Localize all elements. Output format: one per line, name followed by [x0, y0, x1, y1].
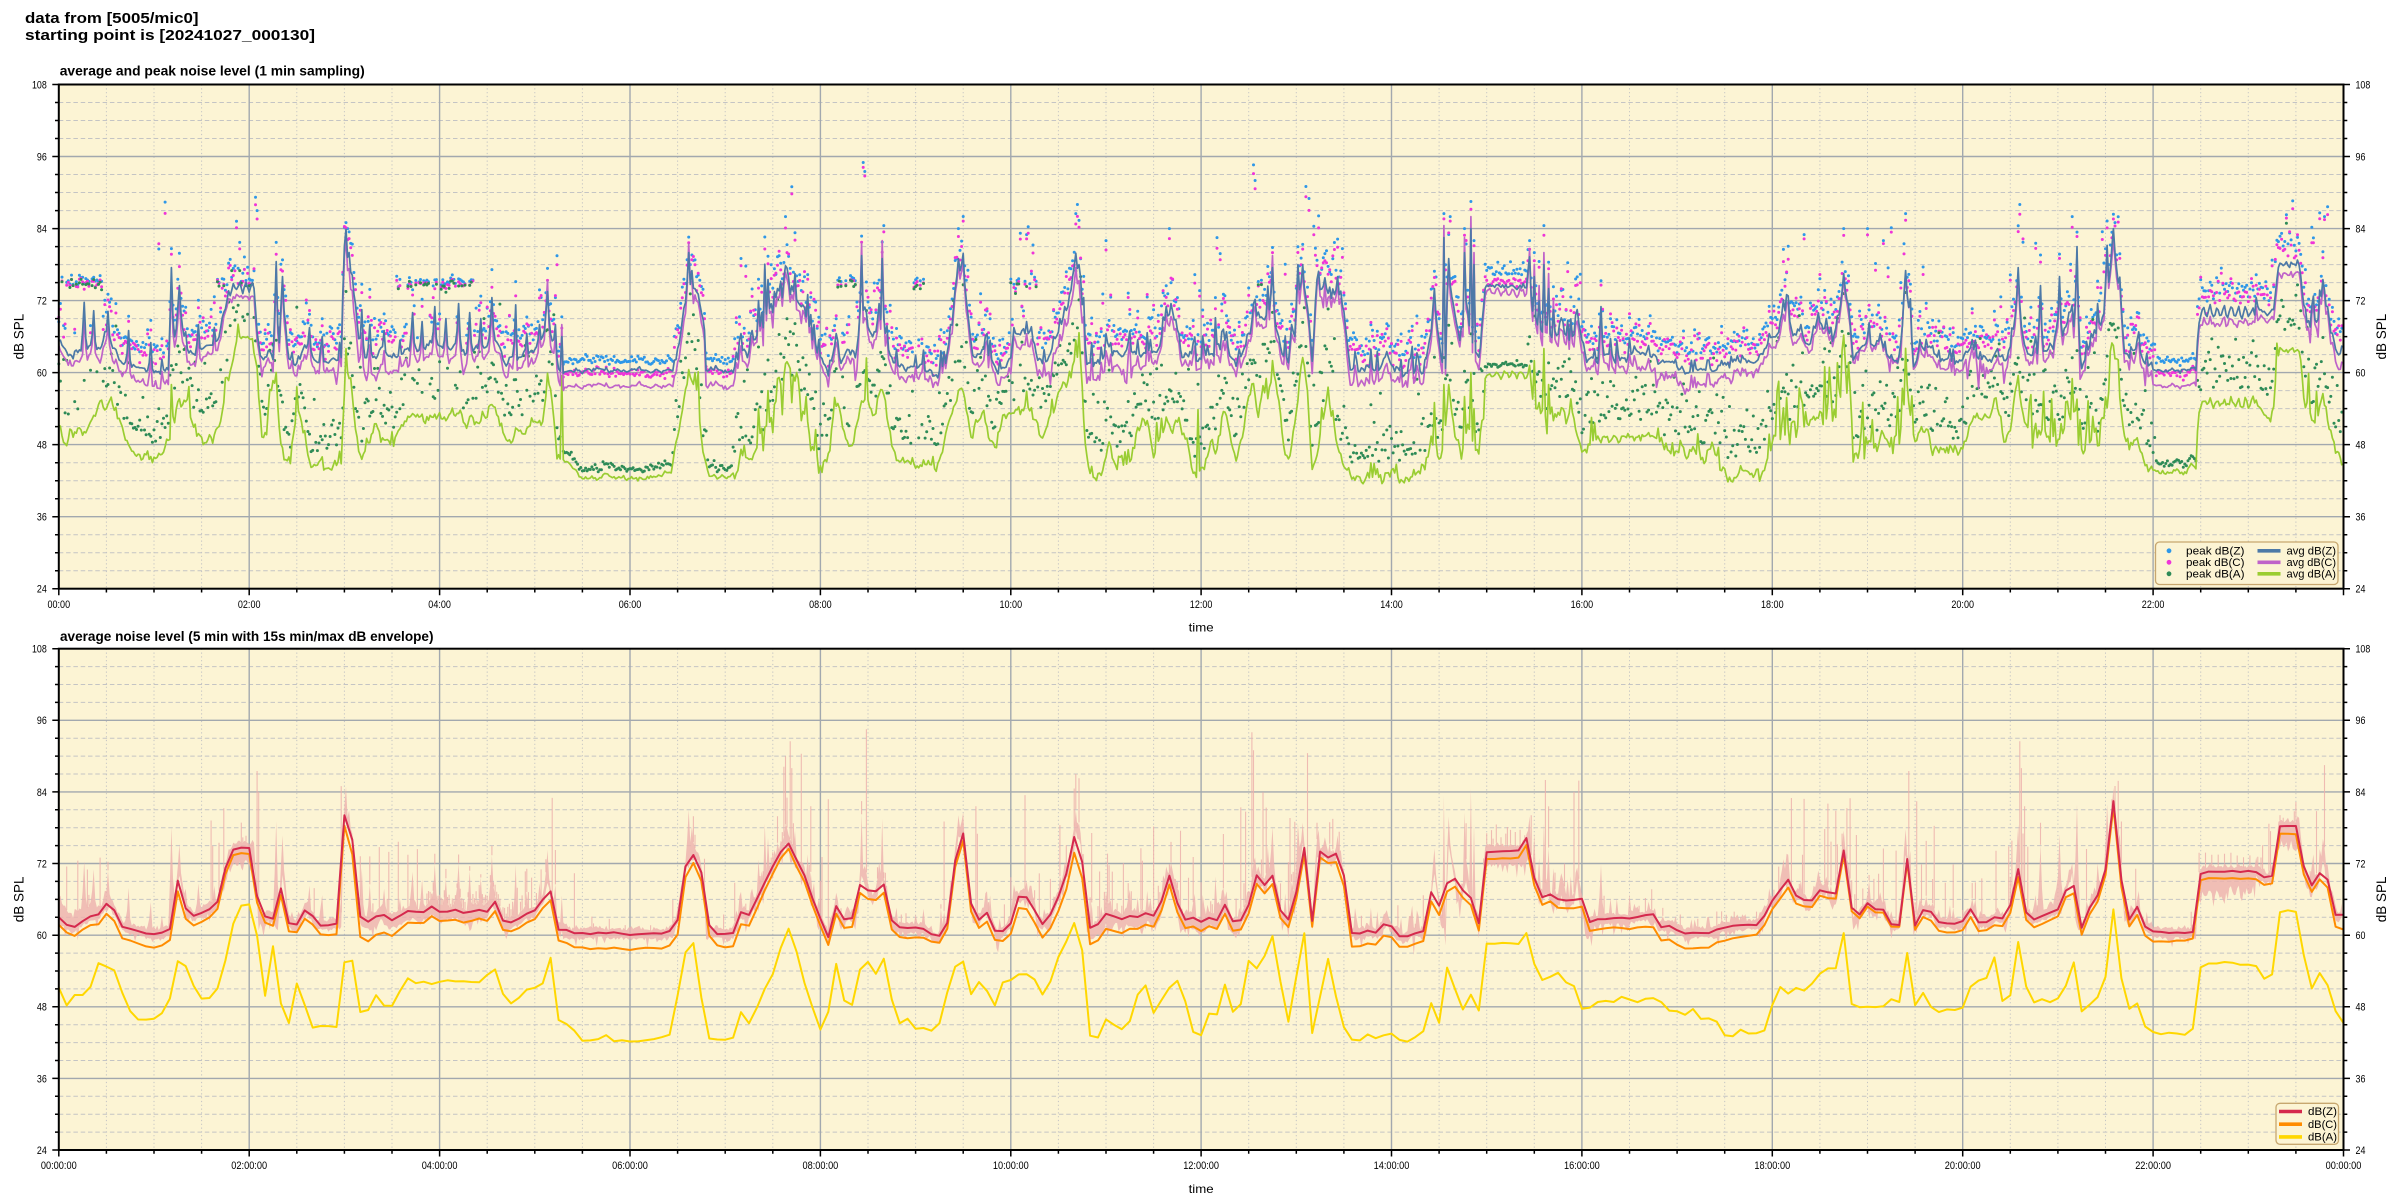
svg-text:00:00:00: 00:00:00	[2326, 1160, 2362, 1172]
svg-text:avg dB(A): avg dB(A)	[2287, 569, 2337, 581]
svg-text:16:00: 16:00	[1571, 599, 1594, 611]
svg-text:96: 96	[37, 715, 47, 727]
svg-text:data from [5005/mic0]: data from [5005/mic0]	[25, 11, 199, 27]
svg-text:06:00: 06:00	[619, 599, 642, 611]
svg-text:02:00:00: 02:00:00	[231, 1160, 267, 1172]
svg-text:84: 84	[2356, 224, 2366, 236]
svg-text:72: 72	[37, 858, 47, 870]
svg-text:average and peak noise level (: average and peak noise level (1 min samp…	[60, 63, 365, 79]
svg-text:16:00:00: 16:00:00	[1564, 1160, 1600, 1172]
svg-text:108: 108	[2356, 79, 2371, 91]
svg-text:dB SPL: dB SPL	[12, 313, 27, 359]
svg-text:60: 60	[2356, 368, 2366, 380]
svg-text:36: 36	[37, 512, 47, 524]
svg-text:18:00:00: 18:00:00	[1754, 1160, 1790, 1172]
svg-text:48: 48	[2356, 1002, 2366, 1014]
svg-text:48: 48	[37, 1002, 47, 1014]
svg-text:72: 72	[2356, 858, 2366, 870]
svg-text:peak dB(Z): peak dB(Z)	[2186, 546, 2245, 558]
svg-text:14:00:00: 14:00:00	[1374, 1160, 1410, 1172]
svg-text:time: time	[1189, 1182, 1214, 1196]
svg-text:08:00:00: 08:00:00	[803, 1160, 839, 1172]
svg-text:18:00: 18:00	[1761, 599, 1784, 611]
svg-text:60: 60	[37, 930, 47, 942]
svg-text:10:00:00: 10:00:00	[993, 1160, 1029, 1172]
svg-text:60: 60	[2356, 930, 2366, 942]
svg-text:10:00: 10:00	[1000, 599, 1023, 611]
svg-text:dB SPL: dB SPL	[12, 876, 27, 922]
svg-text:84: 84	[37, 224, 47, 236]
svg-text:dB(A): dB(A)	[2308, 1132, 2337, 1144]
svg-text:20:00:00: 20:00:00	[1945, 1160, 1981, 1172]
svg-text:time: time	[1189, 621, 1214, 635]
svg-text:06:00:00: 06:00:00	[612, 1160, 648, 1172]
svg-text:24: 24	[2356, 1145, 2366, 1157]
svg-text:96: 96	[37, 151, 47, 163]
svg-text:84: 84	[37, 787, 47, 799]
svg-text:108: 108	[32, 644, 47, 656]
svg-text:24: 24	[2356, 584, 2366, 596]
svg-text:72: 72	[37, 296, 47, 308]
svg-text:00:00: 00:00	[48, 599, 71, 611]
svg-text:dB(C): dB(C)	[2308, 1119, 2337, 1131]
svg-text:36: 36	[37, 1073, 47, 1085]
svg-text:22:00: 22:00	[2142, 599, 2165, 611]
svg-text:dB(Z): dB(Z)	[2308, 1106, 2337, 1118]
svg-text:14:00: 14:00	[1380, 599, 1403, 611]
svg-text:dB SPL: dB SPL	[2374, 313, 2389, 359]
svg-text:24: 24	[37, 584, 47, 596]
svg-text:02:00: 02:00	[238, 599, 261, 611]
svg-text:avg dB(Z): avg dB(Z)	[2287, 546, 2337, 558]
svg-text:peak dB(A): peak dB(A)	[2186, 569, 2245, 581]
svg-text:48: 48	[2356, 440, 2366, 452]
svg-text:24: 24	[37, 1145, 47, 1157]
svg-text:04:00:00: 04:00:00	[422, 1160, 458, 1172]
svg-text:12:00: 12:00	[1190, 599, 1213, 611]
svg-text:04:00: 04:00	[428, 599, 451, 611]
svg-text:peak dB(C): peak dB(C)	[2186, 557, 2245, 569]
svg-text:108: 108	[2356, 644, 2371, 656]
svg-text:84: 84	[2356, 787, 2366, 799]
svg-text:36: 36	[2356, 1073, 2366, 1085]
svg-text:96: 96	[2356, 715, 2366, 727]
svg-text:20:00: 20:00	[1951, 599, 1974, 611]
svg-text:dB SPL: dB SPL	[2374, 876, 2389, 922]
svg-text:12:00:00: 12:00:00	[1183, 1160, 1219, 1172]
svg-text:00:00:00: 00:00:00	[41, 1160, 77, 1172]
svg-text:avg dB(C): avg dB(C)	[2287, 557, 2337, 569]
svg-text:108: 108	[32, 79, 47, 91]
svg-text:08:00: 08:00	[809, 599, 832, 611]
svg-text:22:00:00: 22:00:00	[2135, 1160, 2171, 1172]
svg-text:60: 60	[37, 368, 47, 380]
svg-text:96: 96	[2356, 151, 2366, 163]
svg-text:48: 48	[37, 440, 47, 452]
svg-text:average noise level (5 min wit: average noise level (5 min with 15s min/…	[60, 628, 434, 644]
svg-text:36: 36	[2356, 512, 2366, 524]
svg-text:starting point is [20241027_00: starting point is [20241027_000130]	[25, 28, 315, 44]
svg-text:72: 72	[2356, 296, 2366, 308]
